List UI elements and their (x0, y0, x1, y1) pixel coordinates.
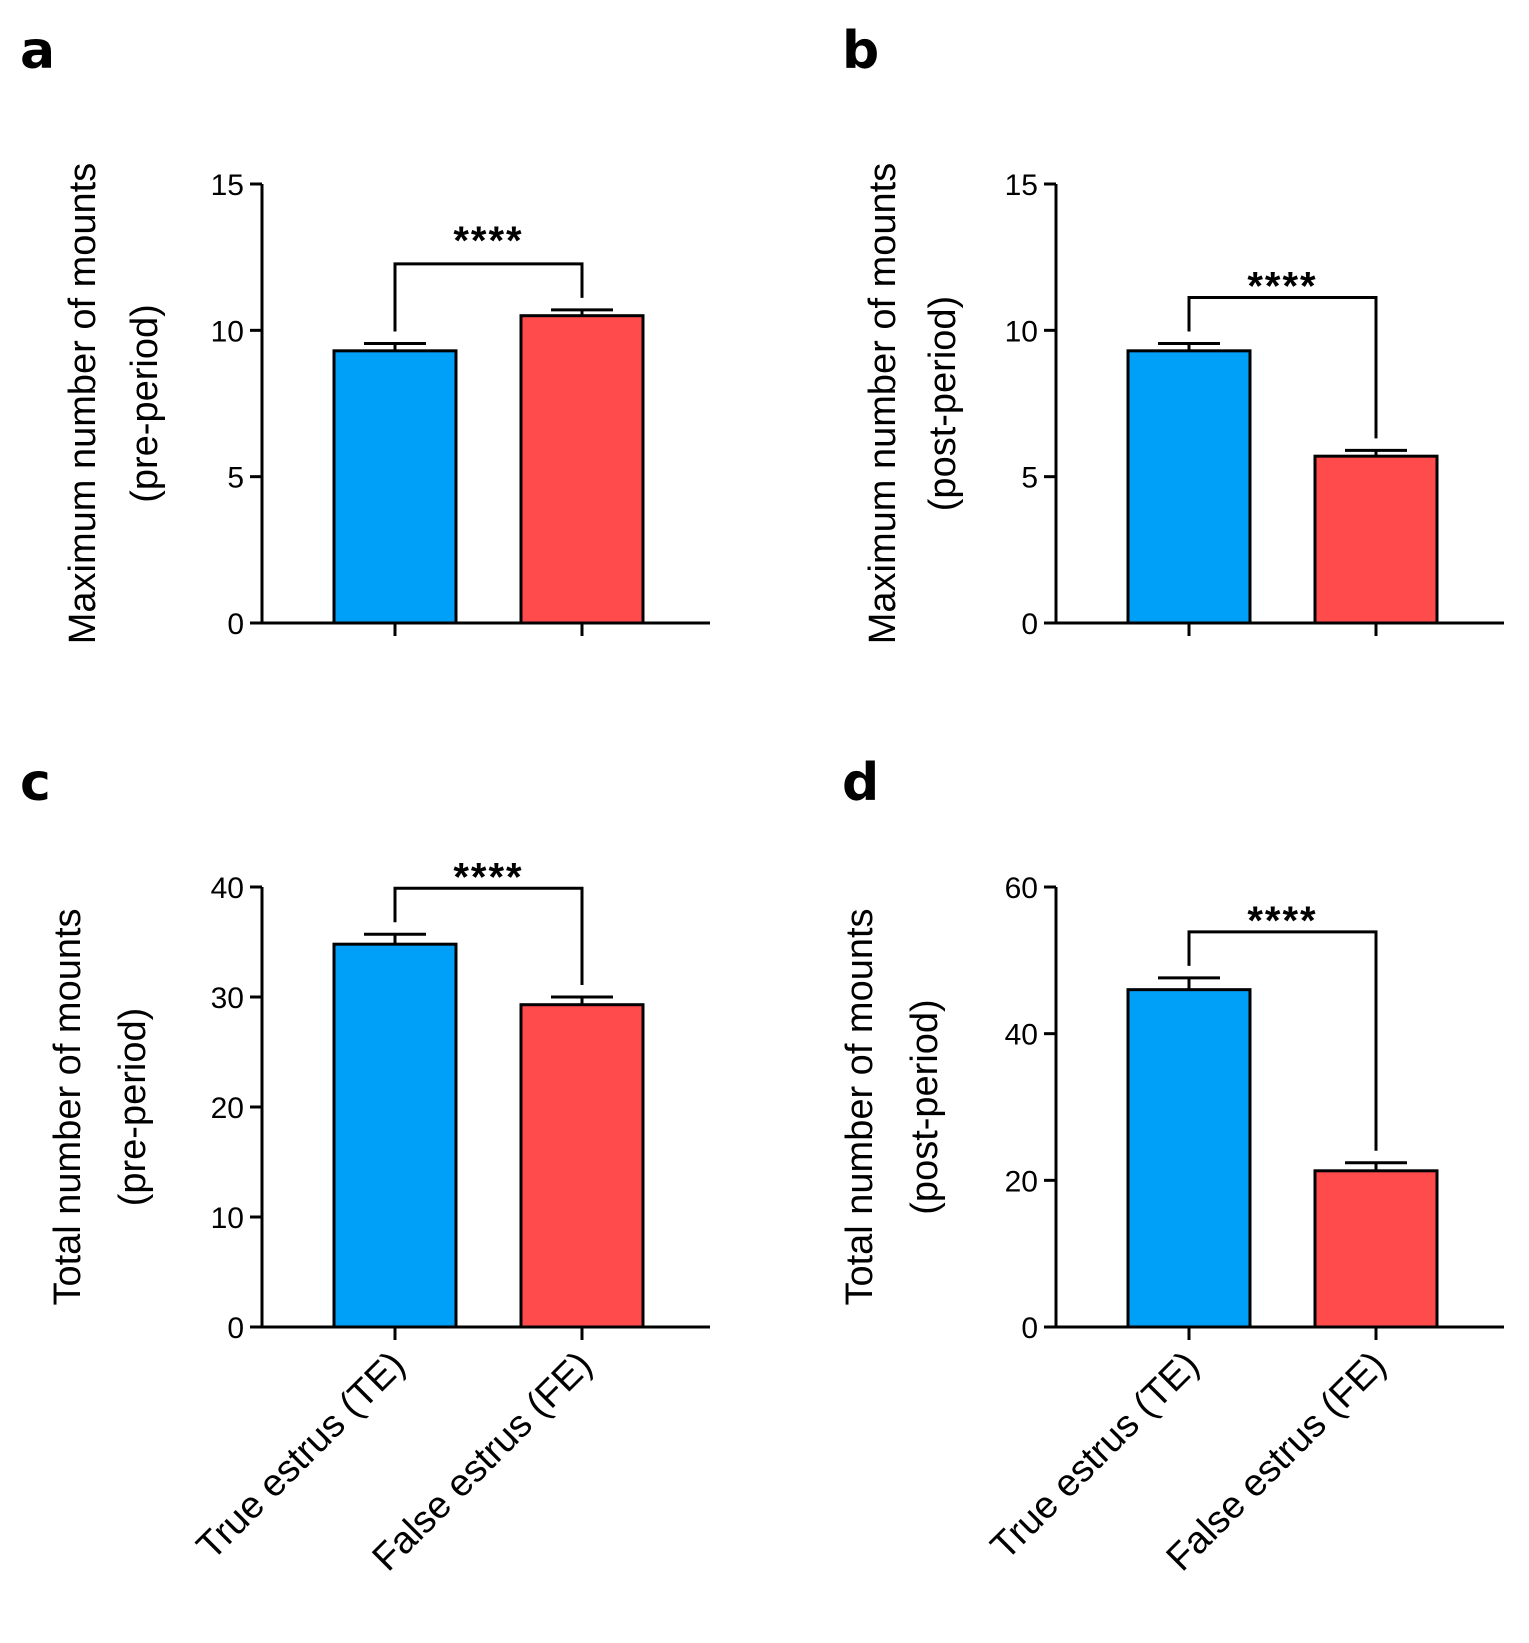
y-axis-subtitle: (post-period) (904, 999, 946, 1214)
y-tick-label: 60 (1005, 872, 1038, 905)
y-tick-label: 20 (211, 1092, 244, 1125)
significance-label: **** (1247, 899, 1317, 943)
y-tick-label: 0 (1021, 608, 1038, 641)
panel-a: a Maximum number of mounts (pre-period) 0 5 1… (20, 21, 710, 644)
panel-letter: d (842, 753, 879, 813)
y-tick-label: 40 (1005, 1019, 1038, 1052)
y-tick-label: 15 (211, 169, 244, 202)
y-axis-subtitle: (pre-period) (112, 1008, 154, 1207)
y-tick-label: 15 (1005, 169, 1038, 202)
y-tick-label: 0 (227, 1312, 244, 1345)
significance-label: **** (453, 855, 523, 899)
bar (519, 314, 645, 625)
y-tick-label: 5 (1021, 462, 1038, 495)
bar (519, 1003, 645, 1329)
y-axis-title: Maximum number of mounts (862, 163, 904, 645)
y-tick-label: 10 (211, 1202, 244, 1235)
panel-d: d Total number of mounts (post-period) 0 20 4… (839, 753, 1504, 1579)
y-tick-label: 10 (211, 315, 244, 348)
y-tick-label: 10 (1005, 315, 1038, 348)
y-axis-title: Maximum number of mounts (62, 163, 104, 645)
y-axis-title: Total number of mounts (839, 908, 881, 1305)
bar (332, 349, 458, 625)
y-tick-label: 30 (211, 982, 244, 1015)
bar (1313, 1169, 1439, 1329)
y-tick-label: 0 (1021, 1312, 1038, 1345)
y-axis-subtitle: (pre-period) (124, 304, 166, 503)
significance-bracket (1187, 930, 1378, 1151)
bar (332, 942, 458, 1329)
panel-letter: c (20, 753, 51, 813)
y-axis-subtitle: (post-period) (922, 296, 964, 511)
bar (1126, 349, 1252, 625)
y-axis-title: Total number of mounts (47, 908, 89, 1305)
panel-letter: b (842, 21, 879, 81)
bar (1126, 988, 1252, 1329)
significance-bracket (393, 886, 584, 985)
panel-c: c Total number of mounts (pre-period) 0 10 20… (20, 753, 710, 1579)
y-tick-label: 40 (211, 872, 244, 905)
y-tick-label: 0 (227, 608, 244, 641)
y-tick-label: 20 (1005, 1165, 1038, 1198)
panel-b: b Maximum number of mounts (post-period) 0 5… (842, 21, 1504, 644)
significance-label: **** (453, 219, 523, 263)
significance-bracket (393, 262, 584, 332)
bar (1313, 454, 1439, 625)
significance-bracket (1187, 296, 1378, 439)
panel-letter: a (20, 21, 55, 81)
significance-label: **** (1247, 265, 1317, 309)
y-tick-label: 5 (227, 462, 244, 495)
